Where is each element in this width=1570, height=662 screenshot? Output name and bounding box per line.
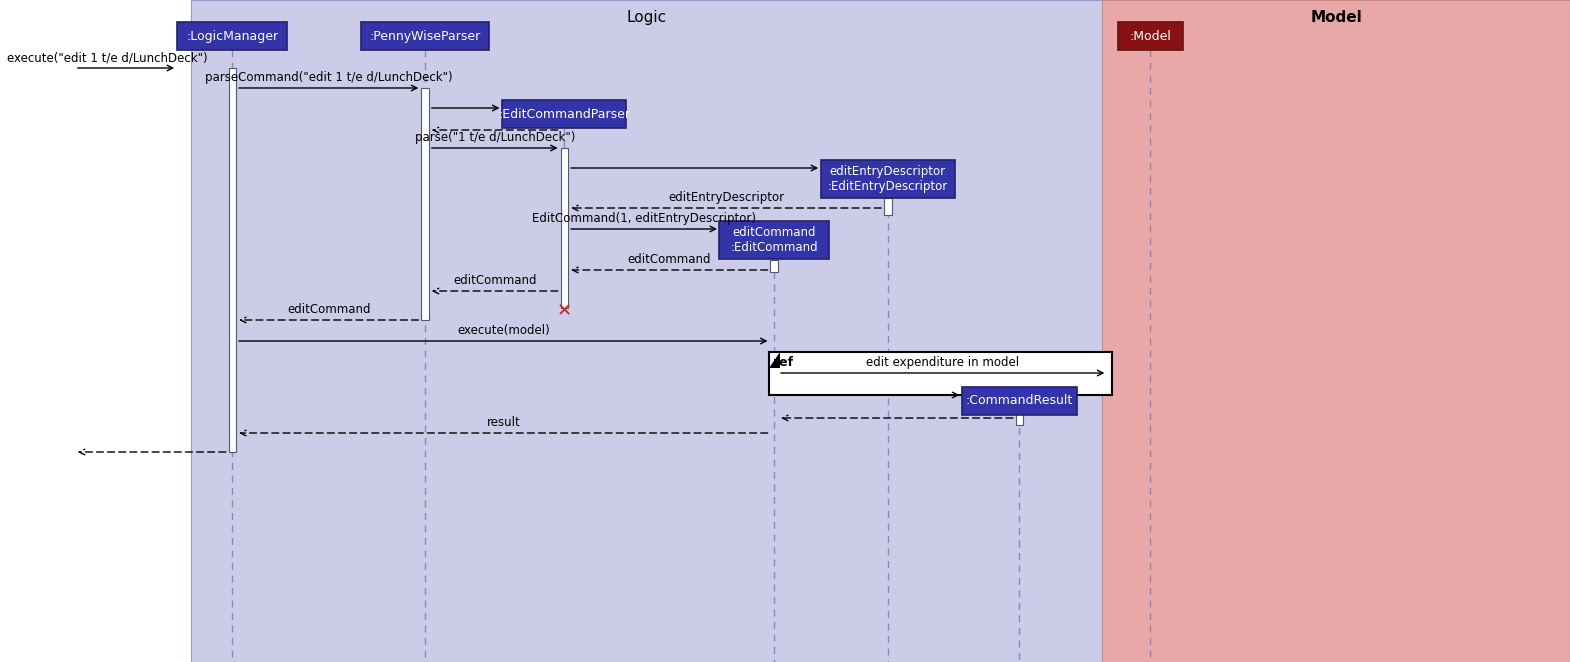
FancyBboxPatch shape [502, 100, 626, 128]
Polygon shape [769, 352, 780, 368]
Text: ref: ref [774, 356, 793, 369]
FancyBboxPatch shape [1102, 0, 1570, 662]
FancyBboxPatch shape [962, 387, 1077, 415]
Text: ✕: ✕ [557, 302, 571, 320]
Text: execute(model): execute(model) [457, 324, 550, 337]
FancyBboxPatch shape [771, 260, 779, 272]
Text: editCommand
:EditCommand: editCommand :EditCommand [730, 226, 818, 254]
Text: :LogicManager: :LogicManager [187, 30, 278, 42]
FancyBboxPatch shape [361, 22, 490, 50]
FancyBboxPatch shape [560, 148, 568, 308]
Text: :Model: :Model [1129, 30, 1171, 42]
FancyBboxPatch shape [1016, 406, 1024, 425]
FancyBboxPatch shape [884, 198, 892, 215]
Text: editEntryDescriptor: editEntryDescriptor [667, 191, 783, 204]
Text: result: result [487, 416, 520, 429]
FancyBboxPatch shape [1118, 22, 1182, 50]
FancyBboxPatch shape [229, 68, 236, 452]
Text: editCommand: editCommand [454, 274, 537, 287]
Text: editEntryDescriptor
:EditEntryDescriptor: editEntryDescriptor :EditEntryDescriptor [827, 165, 948, 193]
FancyBboxPatch shape [769, 352, 1112, 395]
Text: execute("edit 1 t/e d/LunchDeck"): execute("edit 1 t/e d/LunchDeck") [6, 51, 207, 64]
Text: parse("1 t/e d/LunchDeck"): parse("1 t/e d/LunchDeck") [414, 131, 575, 144]
Text: :PennyWiseParser: :PennyWiseParser [369, 30, 480, 42]
Text: edit expenditure in model: edit expenditure in model [867, 356, 1019, 369]
Text: :CommandResult: :CommandResult [966, 395, 1074, 408]
FancyBboxPatch shape [421, 88, 429, 320]
Text: EditCommand(1, editEntryDescriptor): EditCommand(1, editEntryDescriptor) [532, 212, 757, 225]
Text: parseCommand("edit 1 t/e d/LunchDeck"): parseCommand("edit 1 t/e d/LunchDeck") [204, 71, 452, 84]
Text: editCommand: editCommand [628, 253, 711, 266]
FancyBboxPatch shape [719, 221, 829, 259]
Text: :EditCommandParser: :EditCommandParser [498, 107, 630, 120]
FancyBboxPatch shape [177, 22, 287, 50]
Text: Logic: Logic [626, 10, 667, 25]
Text: Model: Model [1311, 10, 1363, 25]
FancyBboxPatch shape [821, 160, 955, 198]
Text: editCommand: editCommand [287, 303, 371, 316]
FancyBboxPatch shape [192, 0, 1102, 662]
